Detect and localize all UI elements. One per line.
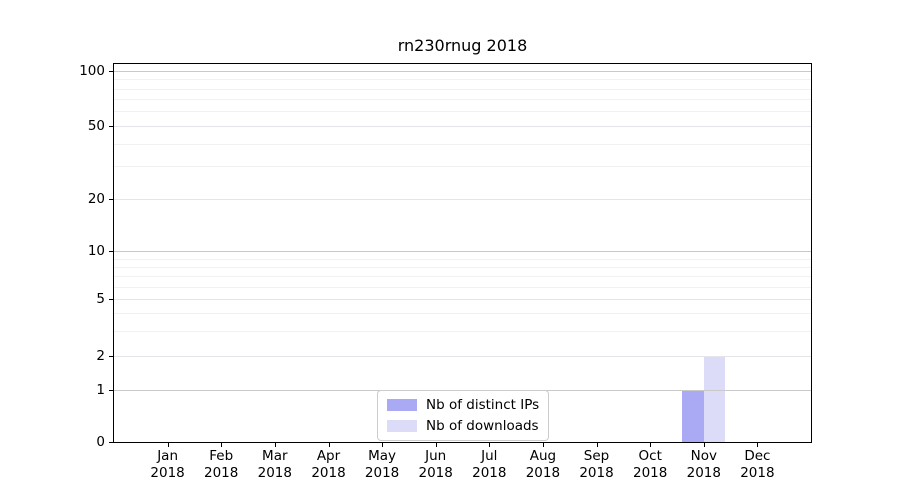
y-tick-label: 50 (87, 117, 105, 134)
x-tick-label-month: Jul (481, 448, 498, 464)
y-tick-label: 2 (96, 347, 105, 364)
y-axis-tick (109, 355, 113, 357)
x-axis-tick (167, 443, 169, 447)
gridline-major (114, 125, 811, 127)
gridline-major (114, 71, 811, 72)
y-axis-tick (109, 125, 113, 127)
gridline-minor (114, 312, 811, 314)
x-tick-label-month: Apr (316, 448, 341, 464)
y-tick-label: 0 (96, 434, 105, 450)
legend-swatch-distinct-ips-icon (387, 399, 417, 411)
x-tick-label: Jan 2018 (136, 448, 200, 482)
x-axis-tick (274, 443, 276, 447)
x-tick-label-month: Aug (529, 448, 557, 464)
x-tick-label: Dec 2018 (725, 448, 789, 482)
x-tick-label-month: Jan (157, 448, 178, 464)
x-tick-label: Aug 2018 (511, 448, 575, 482)
x-tick-label-year: 2018 (579, 465, 614, 481)
x-tick-label-month: Mar (262, 448, 288, 464)
gridline-minor (114, 330, 811, 332)
legend-entry-downloads: Nb of downloads (387, 418, 539, 434)
gridline-major (114, 251, 811, 253)
y-axis-tick (109, 198, 113, 200)
x-tick-label: Apr 2018 (297, 448, 361, 482)
x-axis-tick (596, 443, 598, 447)
y-axis-tick (109, 299, 113, 301)
y-tick-label: 10 (87, 243, 105, 260)
legend-swatch-downloads-icon (387, 420, 417, 432)
x-tick-label-year: 2018 (418, 465, 453, 481)
y-axis-tick (109, 442, 113, 443)
gridline-minor (114, 88, 811, 90)
gridline-minor (114, 143, 811, 145)
y-axis-tick (109, 71, 113, 72)
gridline-minor (114, 79, 811, 81)
y-tick-label: 1 (96, 381, 105, 398)
x-tick-label-month: Nov (690, 448, 717, 464)
gridline-minor (114, 258, 811, 260)
legend-label-distinct-ips: Nb of distinct IPs (426, 397, 540, 413)
x-tick-label-year: 2018 (525, 465, 561, 481)
gridline-minor (114, 275, 811, 277)
x-tick-label-month: Dec (744, 448, 771, 464)
x-tick-label-year: 2018 (472, 465, 507, 481)
y-tick-label: 5 (96, 291, 105, 308)
x-tick-label: Jun 2018 (404, 448, 468, 482)
x-tick-label-year: 2018 (204, 465, 239, 481)
y-tick-label: 20 (87, 190, 105, 207)
x-axis-tick (382, 443, 384, 447)
gridline-major (114, 198, 811, 200)
chart-title: rn230rnug 2018 (397, 36, 528, 55)
y-tick-label: 100 (79, 63, 105, 79)
x-tick-label: Sep 2018 (565, 448, 629, 482)
gridline-minor (114, 99, 811, 101)
x-tick-label: Jul 2018 (457, 448, 521, 482)
x-tick-label-year: 2018 (364, 465, 400, 481)
x-axis-tick (221, 443, 223, 447)
x-tick-label-year: 2018 (150, 465, 185, 481)
x-axis-tick (328, 443, 330, 447)
x-tick-label: Nov 2018 (672, 448, 736, 482)
legend: Nb of distinct IPs Nb of downloads (377, 390, 550, 441)
x-axis-tick (435, 443, 437, 447)
gridline-minor (114, 111, 811, 113)
x-axis-tick (542, 443, 544, 447)
x-tick-label-month: May (368, 448, 397, 464)
x-tick-label-year: 2018 (740, 465, 775, 481)
x-tick-label-month: Sep (583, 448, 610, 464)
bar-nb-of-distinct-ips (682, 389, 704, 442)
bar-nb-of-downloads (703, 355, 726, 442)
x-tick-label: Mar 2018 (243, 448, 307, 482)
x-tick-label-month: Jun (425, 448, 447, 464)
x-tick-label-year: 2018 (257, 465, 292, 481)
x-tick-label-month: Oct (638, 448, 662, 464)
legend-entry-distinct-ips: Nb of distinct IPs (387, 397, 539, 413)
plot-area (113, 63, 812, 443)
x-tick-label-year: 2018 (633, 465, 668, 481)
x-tick-label: Feb 2018 (189, 448, 253, 482)
gridline-minor (114, 266, 811, 268)
gridline-major (114, 355, 811, 357)
gridline-minor (114, 166, 811, 168)
x-tick-label-year: 2018 (686, 465, 721, 481)
y-axis-tick (109, 389, 113, 391)
gridline-major (114, 299, 811, 301)
x-axis-tick (703, 443, 705, 447)
x-tick-label: Oct 2018 (618, 448, 682, 482)
x-axis-tick (650, 443, 652, 447)
legend-label-downloads: Nb of downloads (426, 418, 539, 434)
y-axis-tick (109, 251, 113, 253)
gridline-minor (114, 286, 811, 288)
x-tick-label-month: Feb (209, 448, 234, 464)
x-axis-tick (489, 443, 491, 447)
x-tick-label-year: 2018 (311, 465, 346, 481)
x-axis-tick (757, 443, 759, 447)
x-tick-label: May 2018 (350, 448, 414, 482)
